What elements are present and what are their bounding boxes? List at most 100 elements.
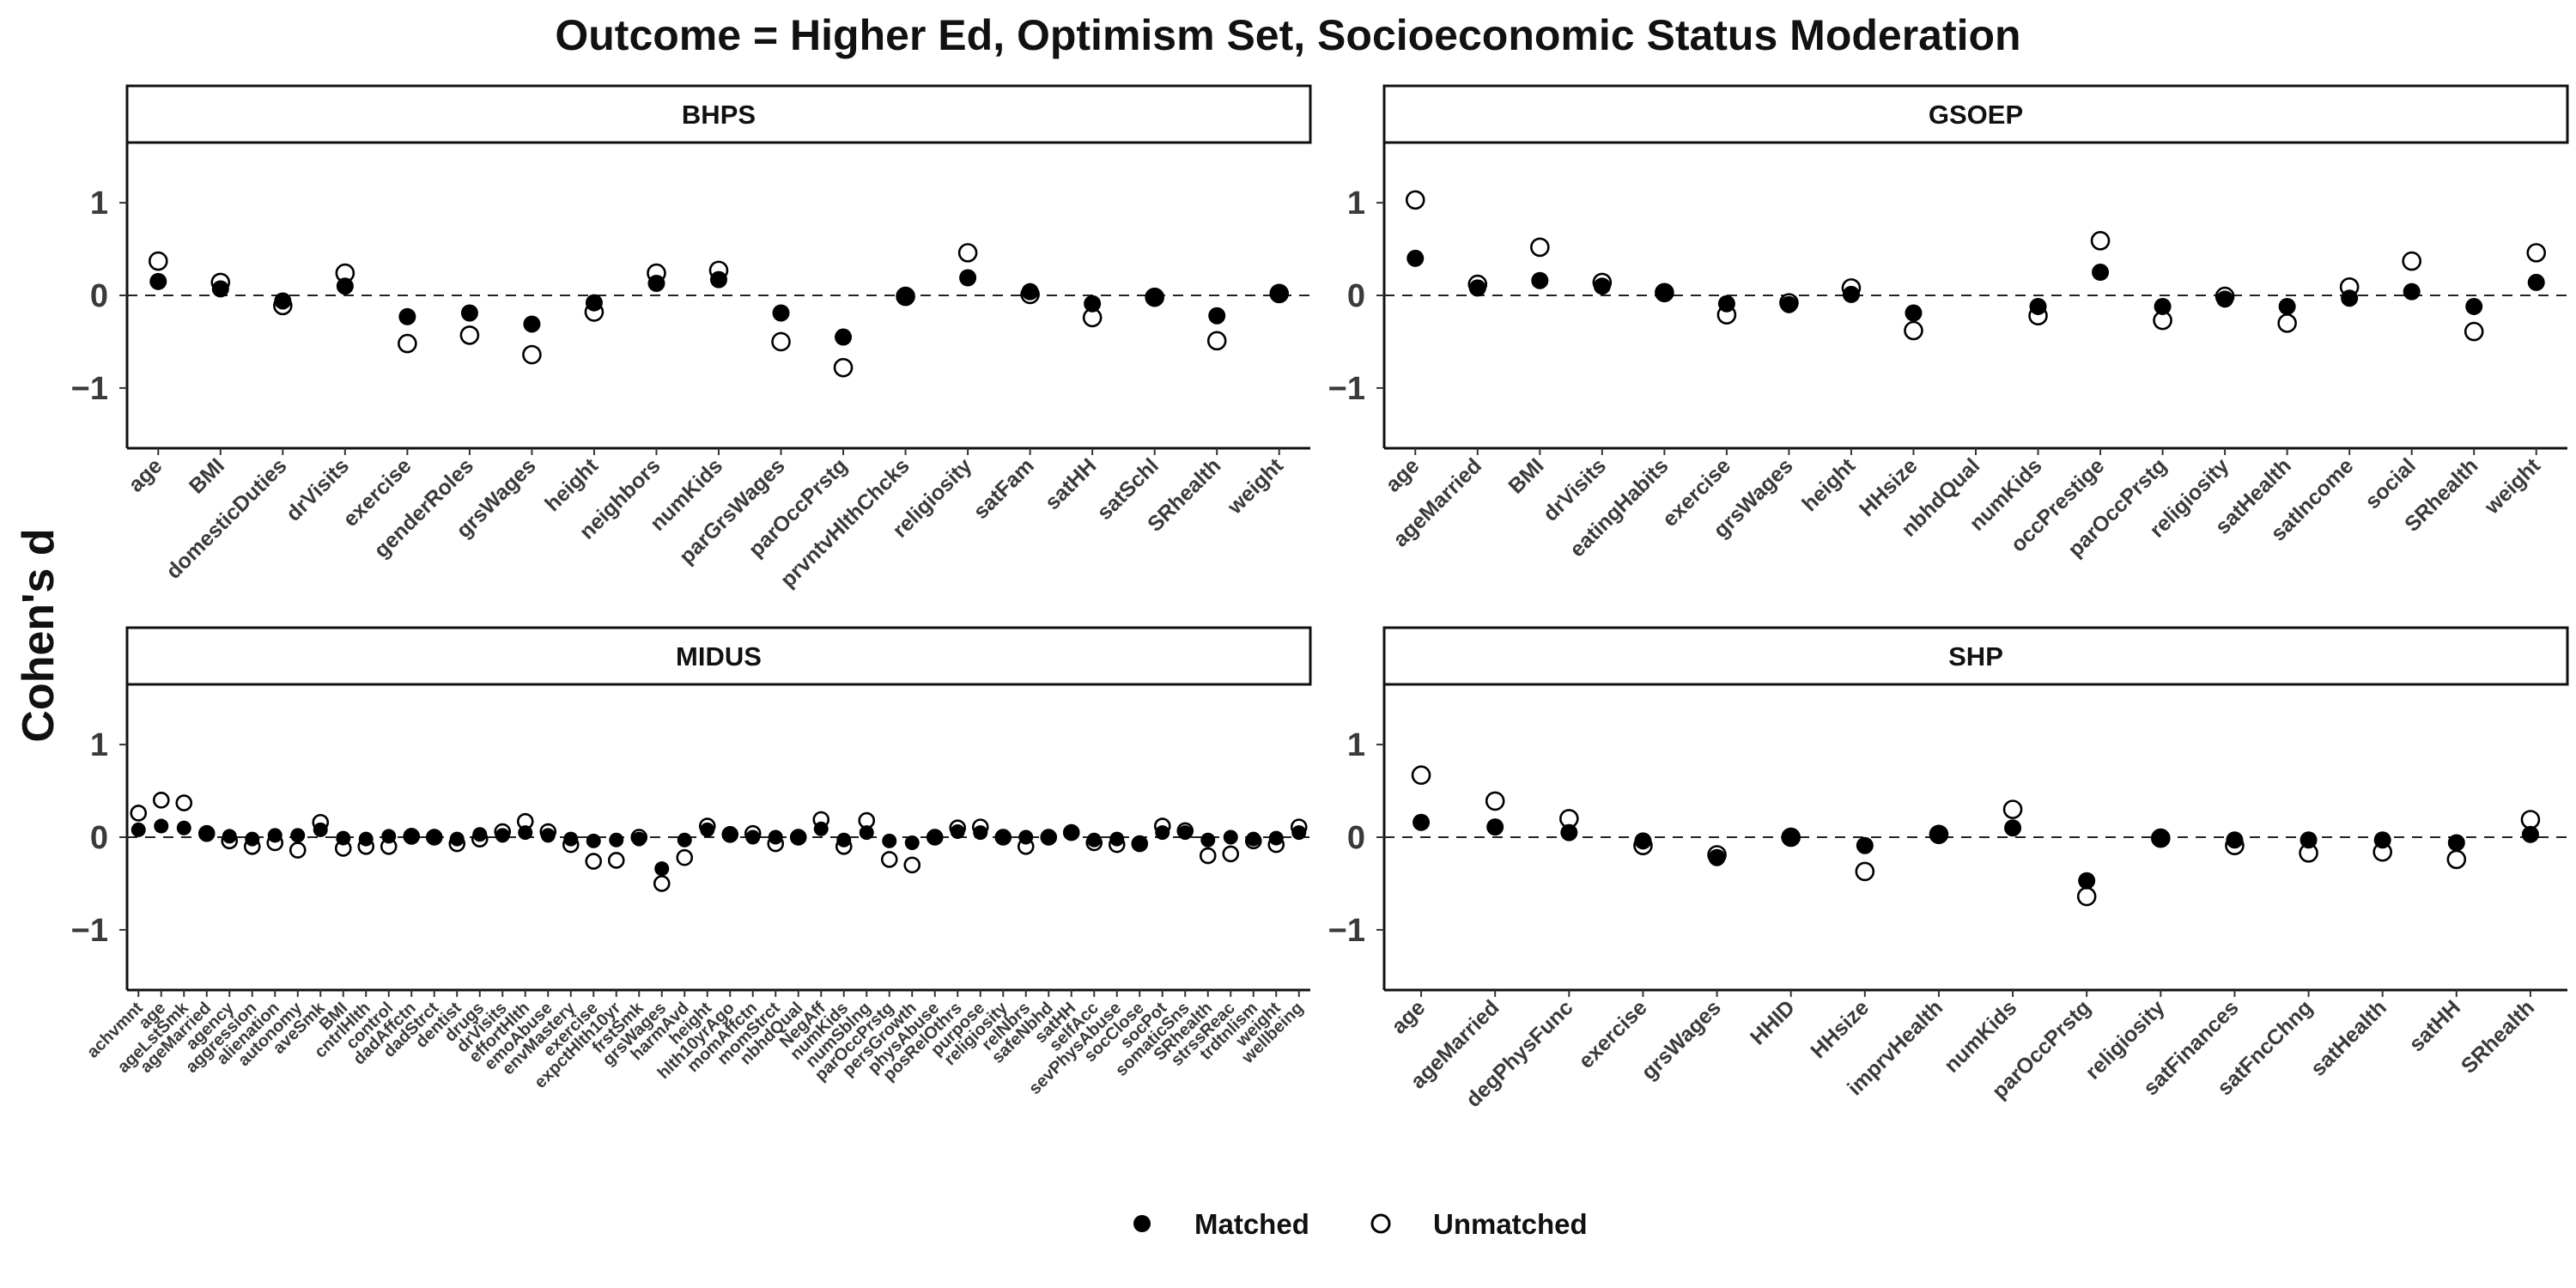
point-matched-bmi — [211, 280, 229, 298]
point-unmatched-paroccprstg — [833, 357, 854, 378]
x-tick-label: satHealth — [2306, 995, 2391, 1080]
y-tick-label: 0 — [1347, 278, 1365, 314]
point-unmatched-age — [148, 251, 168, 271]
point-unmatched-expcthlth10yr — [607, 852, 625, 869]
point-matched-age — [149, 272, 167, 290]
point-unmatched-srhealth — [2464, 321, 2484, 342]
point-matched-srhealth — [1208, 307, 1226, 325]
point-unmatched-hhsize — [1855, 861, 1875, 882]
point-matched-agelstsmk — [176, 820, 191, 835]
point-matched-height — [1842, 285, 1860, 303]
point-matched-hlth10yrago — [722, 826, 738, 841]
point-matched-somaticsns — [1177, 825, 1193, 841]
point-matched-weight — [1268, 830, 1284, 846]
point-unmatched-age — [1405, 190, 1425, 210]
y-tick-label: 1 — [90, 185, 108, 222]
point-matched-numkids — [2004, 819, 2022, 837]
point-matched-numsblng — [859, 825, 874, 841]
point-matched-aggression — [245, 831, 260, 847]
point-matched-agemarried — [199, 826, 215, 841]
point-matched-strssreac — [1223, 829, 1238, 845]
point-matched-grswages — [1708, 848, 1726, 866]
point-matched-trdtnlism — [1246, 831, 1261, 847]
x-tick-label: BMI — [185, 453, 229, 498]
panel-strip — [125, 84, 1312, 144]
y-tick-label: 1 — [1347, 727, 1365, 763]
point-matched-sathh — [1064, 825, 1079, 841]
x-tick-label: HHsize — [1806, 995, 1874, 1063]
panel-strip-label: MIDUS — [676, 641, 762, 671]
point-matched-selfacc — [1086, 832, 1102, 848]
point-unmatched-weight — [2526, 243, 2547, 263]
point-unmatched-srhealth — [1206, 331, 1227, 351]
point-matched-exercise — [1634, 832, 1652, 850]
point-matched-satfam — [1021, 283, 1039, 301]
point-matched-posrelothrs — [950, 824, 965, 840]
y-tick-label: 0 — [1347, 820, 1365, 856]
point-matched-pargrswages — [772, 304, 790, 322]
y-tick-label: −1 — [71, 371, 108, 407]
point-matched-control — [381, 829, 397, 844]
point-matched-agemarried — [1486, 818, 1504, 836]
point-matched-socclose — [1132, 835, 1147, 850]
point-matched-sathealth — [2278, 297, 2296, 315]
point-matched-persgrowth — [904, 835, 920, 850]
point-matched-numkids — [2029, 297, 2047, 315]
x-tick-label: satHH — [2404, 995, 2465, 1056]
point-matched-socpot — [1155, 825, 1170, 841]
point-matched-bmi — [1531, 271, 1549, 289]
point-matched-age — [1406, 249, 1425, 267]
point-matched-exercise — [586, 833, 601, 848]
y-tick-label: 0 — [90, 820, 108, 856]
point-unmatched-paroccprstg — [880, 851, 898, 868]
point-matched-negaff — [813, 821, 829, 836]
point-matched-drugs — [472, 827, 488, 842]
point-matched-height — [585, 294, 603, 312]
point-matched-paroccprstg — [2154, 297, 2172, 315]
point-matched-height — [700, 822, 715, 837]
point-unmatched-srhealth — [1199, 847, 1217, 865]
x-tick-label: weight — [2479, 453, 2545, 519]
point-matched-purpose — [973, 825, 988, 841]
point-unmatched-exercise — [585, 853, 603, 870]
point-matched-cntrlhlth — [358, 831, 374, 847]
point-matched-paroccprstg — [2078, 872, 2096, 890]
point-matched-agency — [222, 829, 237, 844]
point-matched-grswages — [1780, 295, 1798, 313]
panel-strip-label: BHPS — [682, 100, 756, 130]
point-matched-sathh — [1084, 295, 1102, 313]
point-matched-grswages — [654, 861, 670, 877]
y-tick-label: 1 — [90, 727, 108, 763]
point-matched-srhealth — [2465, 297, 2483, 315]
point-matched-sathh — [2447, 834, 2465, 852]
x-tick-label: height — [540, 453, 603, 516]
legend: Matched Unmatched — [1133, 1208, 1588, 1240]
point-matched-neighbors — [647, 274, 665, 292]
point-matched-exercise — [398, 307, 416, 325]
legend-unmatched-marker — [1370, 1213, 1391, 1234]
point-matched-expcthlth10yr — [609, 832, 624, 848]
x-tick-label: satFam — [969, 453, 1039, 524]
x-tick-label: SRhealth — [2457, 995, 2539, 1078]
point-matched-sevphysabuse — [1109, 831, 1125, 847]
point-matched-nbhdqual — [791, 830, 806, 846]
point-unmatched-religiosity — [957, 243, 978, 263]
x-tick-label: age — [1387, 995, 1430, 1038]
point-matched-drvisits — [1593, 277, 1611, 295]
y-tick-label: 1 — [1347, 185, 1365, 222]
point-matched-physabuse — [927, 829, 943, 845]
point-unmatched-agemarried — [1485, 791, 1505, 811]
point-unmatched-persgrowth — [903, 856, 921, 874]
point-matched-bmi — [336, 830, 351, 846]
point-matched-paroccprstg — [835, 328, 853, 346]
point-unmatched-occprestige — [2090, 231, 2111, 251]
panel-strip — [1382, 84, 2569, 144]
legend-matched-marker — [1133, 1215, 1151, 1232]
point-unmatched-social — [2402, 251, 2421, 271]
point-matched-age — [1413, 813, 1431, 831]
x-tick-label: BMI — [1504, 453, 1548, 498]
point-unmatched-strssreac — [1222, 845, 1240, 863]
point-matched-domesticduties — [274, 292, 292, 310]
point-matched-wellbeing — [1291, 825, 1307, 841]
